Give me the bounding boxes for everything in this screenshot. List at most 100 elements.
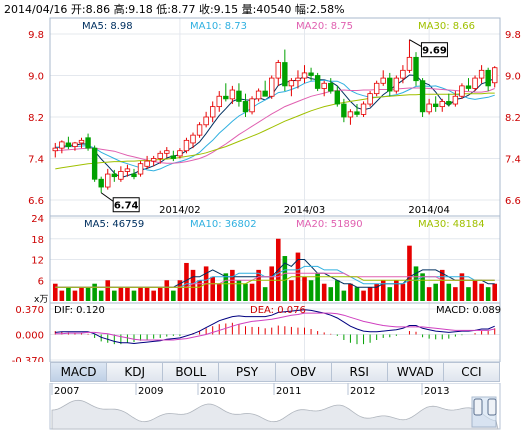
volume-legend-ma10: MA10: 36802 (190, 219, 257, 230)
volume-bar (157, 287, 163, 301)
volume-bar (171, 290, 176, 301)
candle-body (373, 82, 380, 95)
volume-bar (492, 283, 498, 301)
candle-body (137, 163, 144, 175)
tab-psy[interactable]: PSY (219, 362, 276, 382)
volume-bar (466, 287, 471, 301)
candle-body (459, 85, 465, 97)
volume-bar (380, 280, 386, 301)
price-legend-ma10: MA10: 8.73 (190, 21, 247, 32)
candle-body (249, 98, 255, 113)
volume-bar (79, 287, 84, 301)
volume-bar (400, 283, 406, 301)
candle-body (52, 147, 58, 152)
volume-bar (315, 273, 320, 301)
volume-bar (118, 287, 124, 301)
candle-body (308, 72, 314, 76)
candle-body (400, 69, 406, 79)
volume-bar (243, 283, 248, 301)
volume-bar (177, 280, 183, 301)
volume-bar (230, 269, 235, 301)
price-legend-ma30: MA30: 8.66 (418, 21, 475, 32)
volume-bar (479, 283, 484, 301)
macd-legend-dif: DIF: 0.120 (54, 305, 105, 316)
tab-rsi[interactable]: RSI (331, 362, 388, 382)
price-tick-left: 9.0 (28, 72, 44, 83)
candle-body (111, 173, 118, 178)
volume-bar (394, 280, 399, 301)
macd-legend-macd: MACD: 0.089 (436, 305, 501, 316)
candle-body (321, 82, 327, 89)
volume-bar (197, 280, 202, 301)
stock-chart[interactable]: 9.69 6.74 9.8 9.8 9.0 9.0 8.2 8.2 7.4 7.4 6.6 6.6 2… (0, 0, 524, 362)
price-tick-left: 6.6 (28, 196, 44, 207)
candle-body (413, 56, 419, 82)
volume-bar (138, 287, 143, 301)
candle-body (124, 168, 131, 172)
tab-macd[interactable]: MACD (50, 362, 108, 382)
price-tick-right: 9.8 (505, 30, 521, 41)
candle-body (360, 103, 367, 115)
candle-body (426, 103, 432, 113)
low-label: 6.74 (114, 201, 139, 212)
candle-body (190, 134, 196, 144)
candle-body (282, 62, 288, 87)
candle-body (91, 147, 98, 180)
tab-boll[interactable]: BOLL (163, 362, 220, 382)
volume-bar (328, 287, 334, 301)
volume-bar (66, 287, 71, 301)
volume-bar (472, 280, 478, 301)
tab-kdj[interactable]: KDJ (107, 362, 164, 382)
volume-bar (98, 290, 104, 301)
candle-body (131, 173, 137, 178)
candle-body (478, 69, 485, 79)
candle-body (170, 155, 177, 159)
volume-unit: x万 (34, 295, 48, 305)
volume-bar (367, 287, 373, 301)
history-handle[interactable] (473, 398, 483, 416)
candle-body (393, 77, 400, 92)
candle-body (380, 77, 386, 84)
candle-body (78, 139, 85, 144)
volume-bar (335, 280, 340, 301)
volume-bar (413, 266, 419, 301)
volume-bar (125, 287, 130, 301)
axis-labels: 9.8 9.8 9.0 9.0 8.2 8.2 7.4 7.4 6.6 6.6 2014/02 201… (12, 21, 521, 362)
history-handle[interactable] (487, 398, 497, 416)
volume-bar (459, 273, 465, 301)
candle-body (465, 85, 472, 89)
volume-bar (216, 283, 222, 301)
volume-bar (426, 287, 432, 301)
high-label: 9.69 (422, 46, 447, 57)
candle-body (157, 152, 163, 159)
candle-body (334, 90, 341, 105)
candle-body (387, 77, 393, 92)
price-tick-right: 8.2 (505, 113, 521, 124)
macd-tick: 0.000 (15, 331, 44, 342)
candle-body (183, 139, 190, 152)
volume-bar (210, 276, 215, 301)
history-year-label: 2007 (54, 386, 79, 397)
candle-body (72, 142, 78, 147)
candle-body (314, 75, 321, 89)
history-area (51, 399, 499, 430)
tab-obv[interactable]: OBV (275, 362, 332, 382)
panel-frames (49, 17, 501, 362)
low-label-box (112, 197, 140, 213)
date-tick: 2014/03 (284, 205, 326, 216)
candle-body (236, 90, 242, 102)
tab-wvad[interactable]: WVAD (387, 362, 444, 382)
price-legend-ma20: MA20: 8.75 (296, 21, 353, 32)
candle-body (406, 56, 413, 71)
history-overview[interactable]: 2007 2009 2010 2011 2012 2013 (0, 383, 524, 430)
macd-dea-line (55, 312, 495, 341)
tab-cci[interactable]: CCI (443, 362, 500, 382)
volume-tick: 18 (31, 235, 44, 246)
volume-bar (164, 280, 170, 301)
price-tick-right: 9.0 (505, 72, 521, 83)
candle-body (452, 95, 459, 105)
history-year-label: 2012 (350, 386, 375, 397)
volume-bar (341, 290, 347, 301)
volume-legend-ma20: MA20: 51890 (296, 219, 363, 230)
volume-bar (105, 280, 111, 301)
